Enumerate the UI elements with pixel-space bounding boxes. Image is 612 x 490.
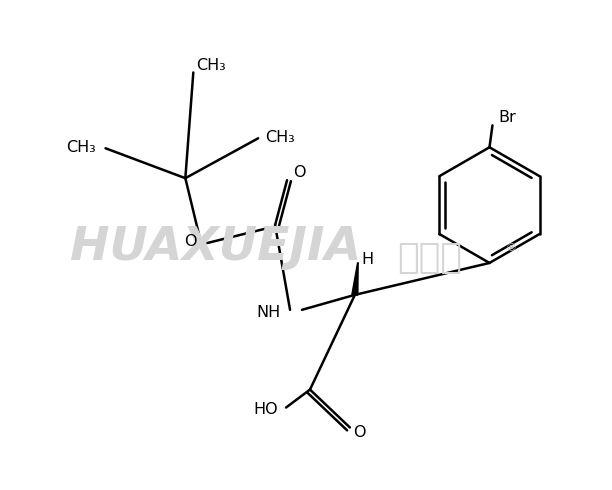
Text: O: O: [184, 234, 196, 248]
Text: 化学加: 化学加: [397, 241, 462, 275]
Text: O: O: [293, 165, 305, 180]
Text: ®: ®: [506, 243, 517, 253]
Text: CH₃: CH₃: [65, 140, 95, 155]
Text: O: O: [354, 425, 366, 440]
Text: CH₃: CH₃: [196, 58, 226, 73]
Text: Br: Br: [499, 110, 517, 125]
Polygon shape: [352, 263, 358, 295]
Text: H: H: [362, 252, 374, 268]
Text: HO: HO: [254, 402, 278, 417]
Text: CH₃: CH₃: [265, 130, 295, 145]
Text: HUAXUEJIA: HUAXUEJIA: [70, 225, 361, 270]
Text: NH: NH: [256, 305, 280, 320]
